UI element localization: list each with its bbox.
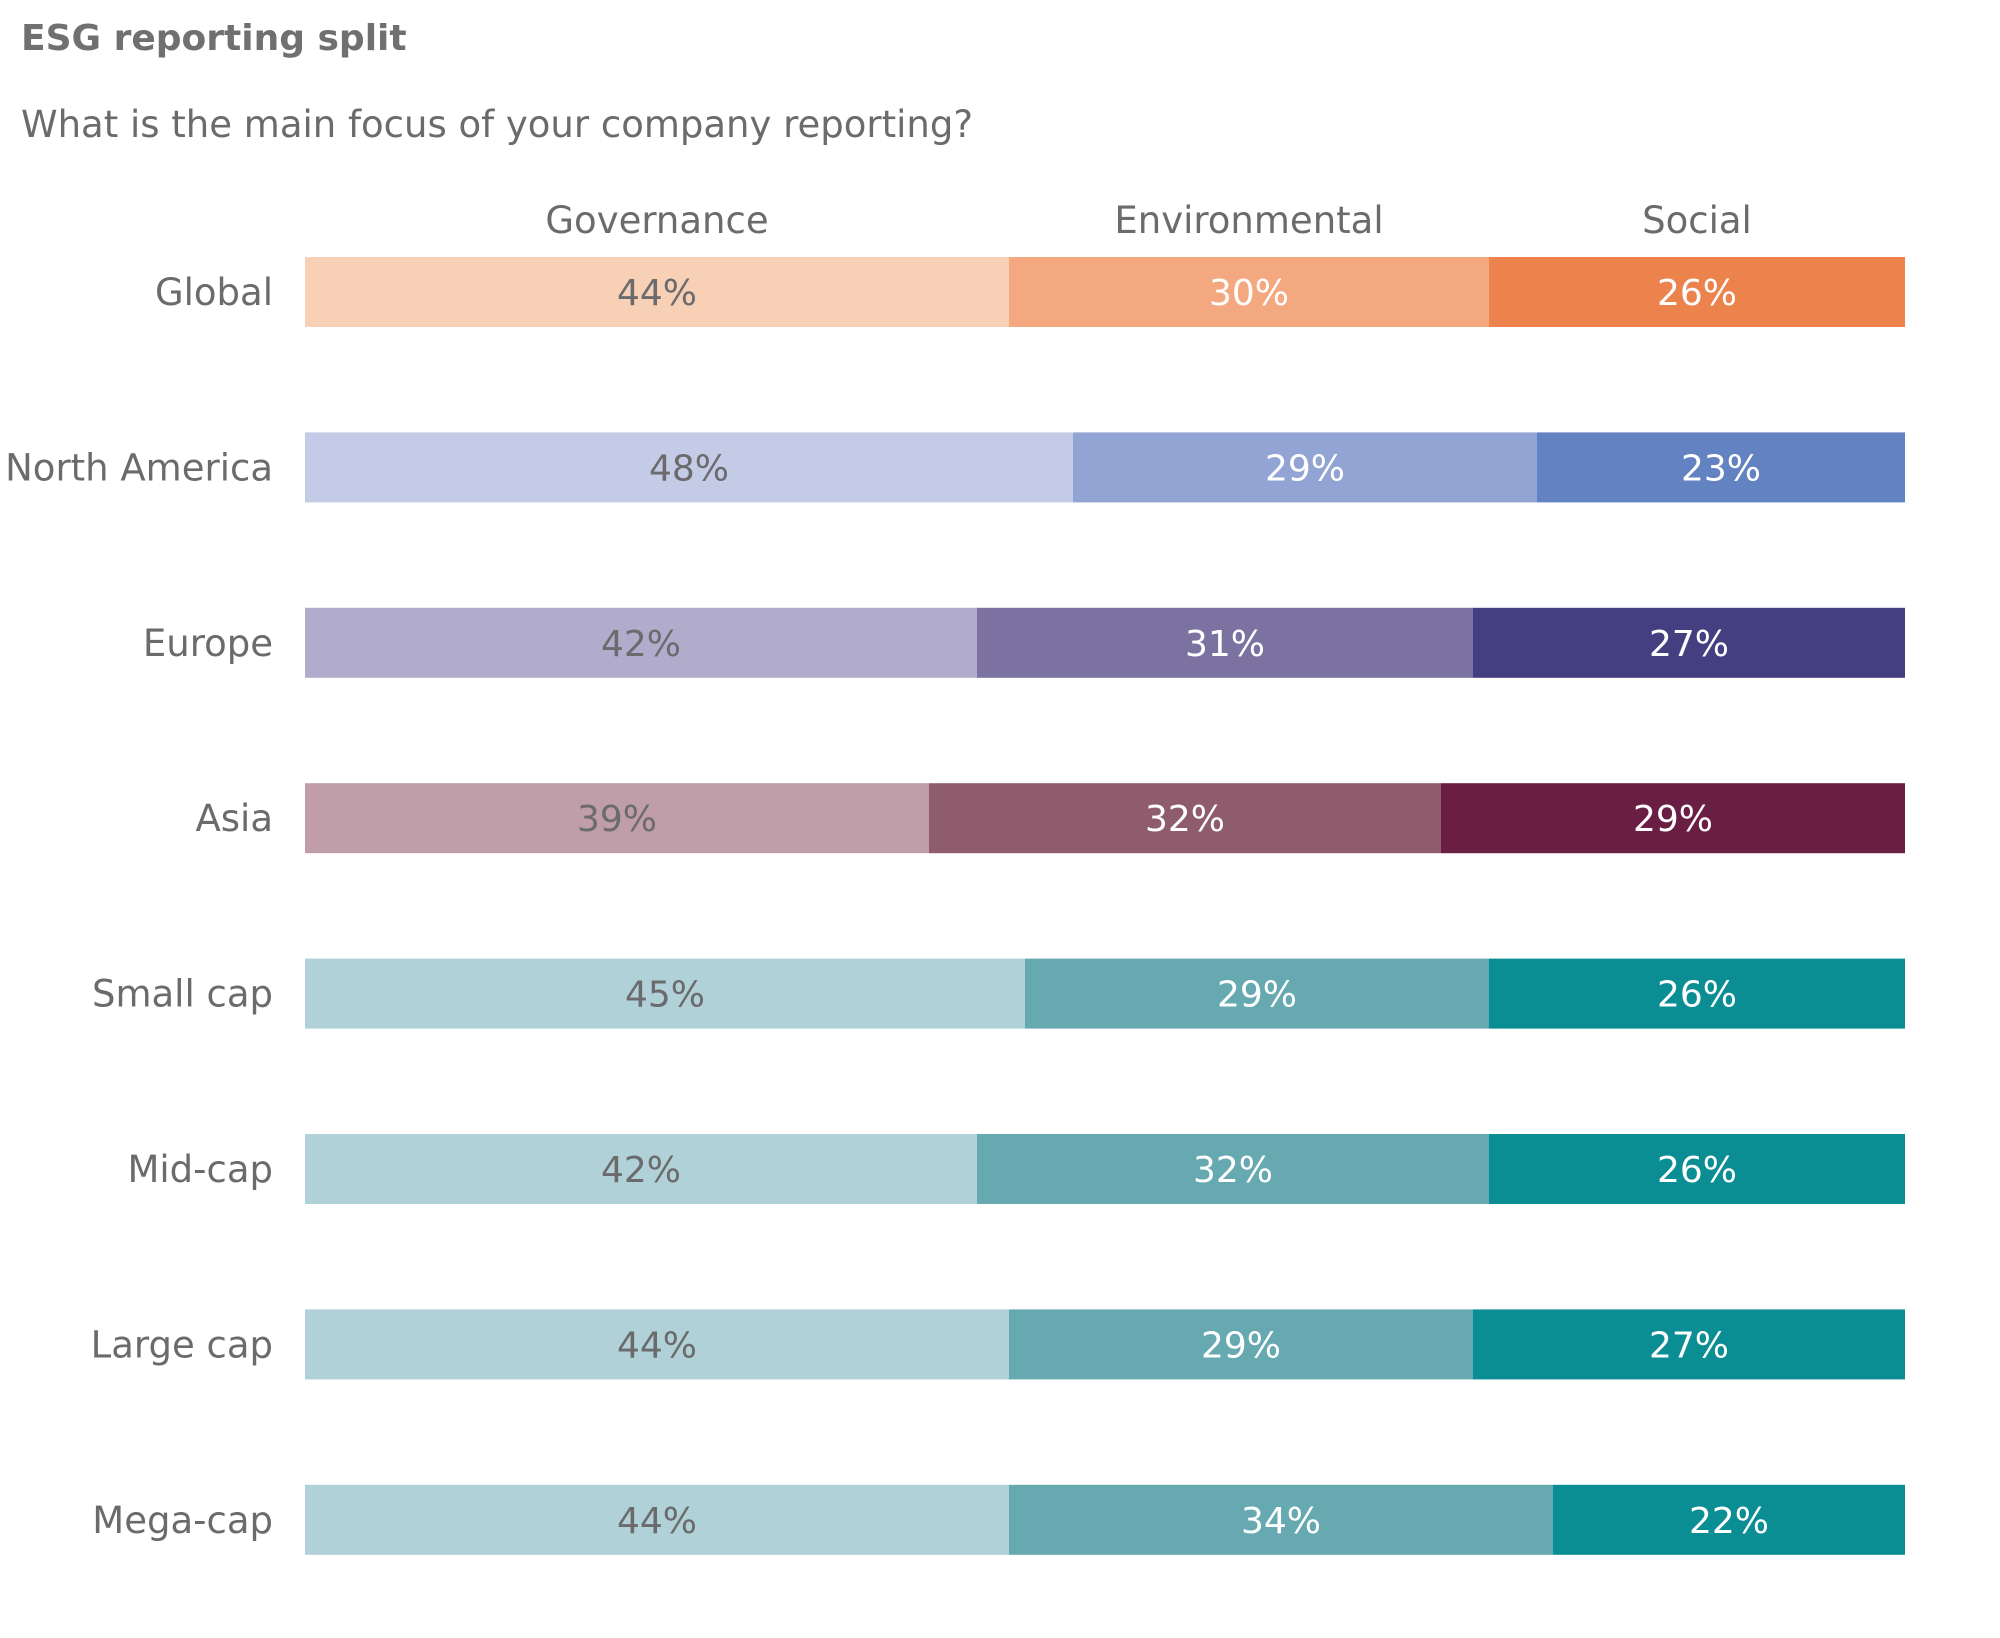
chart-title: ESG reporting split	[21, 18, 407, 59]
category-label-mid-cap: Mid-cap	[127, 1148, 273, 1191]
value-label-mega-cap-governance: 44%	[617, 1501, 697, 1542]
bar-segment-small-cap-governance	[305, 958, 1025, 1029]
value-label-mid-cap-governance: 42%	[601, 1150, 681, 1191]
value-label-large-cap-social: 27%	[1649, 1325, 1729, 1366]
bar-segment-global-governance	[305, 257, 1009, 327]
bar-segment-europe-social	[1473, 607, 1905, 678]
value-label-mega-cap-social: 22%	[1689, 1501, 1769, 1542]
bar-segment-mid-cap-governance	[305, 1134, 977, 1204]
value-label-mid-cap-environmental: 32%	[1193, 1150, 1273, 1191]
category-label-europe: Europe	[143, 622, 273, 665]
value-label-north-america-environmental: 29%	[1265, 448, 1345, 489]
category-label-north-america: North America	[5, 446, 273, 489]
series-header-environmental: Environmental	[1114, 199, 1383, 242]
bar-segment-north-america-environmental	[1073, 432, 1537, 503]
bar-segment-large-cap-governance	[305, 1309, 1009, 1380]
bar-segment-mega-cap-governance	[305, 1484, 1009, 1555]
value-label-global-social: 26%	[1657, 273, 1737, 314]
value-label-mid-cap-social: 26%	[1657, 1150, 1737, 1191]
category-label-global: Global	[155, 271, 273, 314]
bar-segment-mid-cap-social	[1489, 1134, 1905, 1204]
bar-segment-small-cap-social	[1489, 958, 1905, 1029]
category-label-small-cap: Small cap	[92, 973, 273, 1016]
bar-segment-north-america-governance	[305, 432, 1073, 503]
bar-segment-north-america-social	[1537, 432, 1905, 503]
bar-segment-asia-governance	[305, 783, 929, 854]
value-label-asia-social: 29%	[1633, 799, 1713, 840]
value-label-mega-cap-environmental: 34%	[1241, 1501, 1321, 1542]
value-label-large-cap-governance: 44%	[617, 1325, 697, 1366]
category-label-asia: Asia	[195, 797, 273, 840]
value-label-asia-environmental: 32%	[1145, 799, 1225, 840]
category-label-mega-cap: Mega-cap	[92, 1499, 273, 1542]
value-label-europe-social: 27%	[1649, 624, 1729, 665]
bar-segment-large-cap-social	[1473, 1309, 1905, 1380]
value-label-europe-governance: 42%	[601, 624, 681, 665]
value-label-north-america-social: 23%	[1681, 448, 1761, 489]
bar-segment-europe-environmental	[977, 607, 1473, 678]
value-label-small-cap-governance: 45%	[625, 975, 705, 1016]
bar-segment-asia-environmental	[929, 783, 1441, 854]
bar-segment-mega-cap-social	[1553, 1484, 1905, 1555]
bar-segment-large-cap-environmental	[1009, 1309, 1473, 1380]
series-header-social: Social	[1642, 199, 1752, 242]
value-label-north-america-governance: 48%	[649, 448, 729, 489]
bar-segment-asia-social	[1441, 783, 1905, 854]
value-label-small-cap-social: 26%	[1657, 975, 1737, 1016]
value-label-global-governance: 44%	[617, 273, 697, 314]
bar-segment-small-cap-environmental	[1025, 958, 1489, 1029]
value-label-asia-governance: 39%	[577, 799, 657, 840]
bar-segment-global-environmental	[1009, 257, 1489, 327]
value-label-global-environmental: 30%	[1209, 273, 1289, 314]
value-label-large-cap-environmental: 29%	[1201, 1325, 1281, 1366]
value-label-small-cap-environmental: 29%	[1217, 975, 1297, 1016]
bar-segment-mid-cap-environmental	[977, 1134, 1489, 1204]
bar-segment-europe-governance	[305, 607, 977, 678]
series-header-governance: Governance	[545, 199, 768, 242]
chart-subtitle: What is the main focus of your company r…	[21, 103, 974, 146]
bar-segment-mega-cap-environmental	[1009, 1484, 1553, 1555]
bar-segment-global-social	[1489, 257, 1905, 327]
category-label-large-cap: Large cap	[91, 1323, 273, 1366]
value-label-europe-environmental: 31%	[1185, 624, 1265, 665]
